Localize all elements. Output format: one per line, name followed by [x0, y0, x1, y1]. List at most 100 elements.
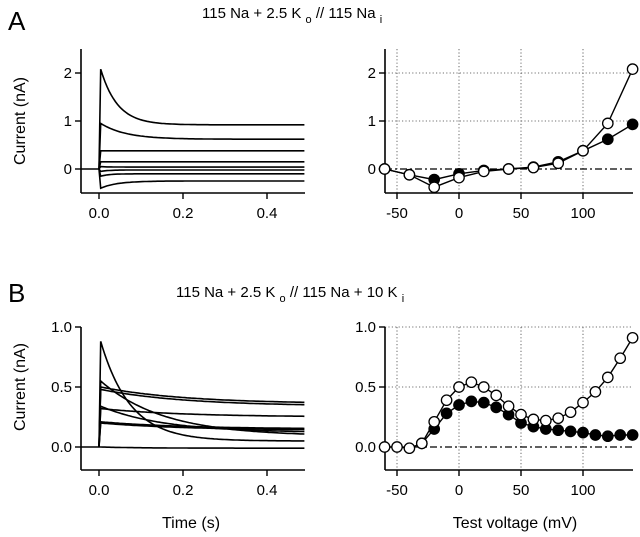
chart-a-left: 0 1 2 0.0 0.2 0.4 Current (nA)	[12, 49, 305, 222]
data-point-filled	[440, 407, 453, 420]
panel-b-title-sub-o: o	[280, 293, 286, 305]
data-point-open	[403, 442, 416, 455]
y-tick-label: 1	[368, 113, 376, 130]
data-point-open	[477, 381, 490, 393]
panel-a-title-sub-i: i	[380, 14, 382, 26]
current-trace	[98, 165, 305, 170]
current-trace	[98, 420, 305, 448]
panel-b-title: 115 Na + 2.5 K o // 115 Na + 10 K i	[176, 284, 404, 306]
x-axis-label: Time (s)	[162, 515, 220, 532]
data-point-filled	[589, 429, 602, 441]
data-point-open	[626, 63, 639, 76]
y-tick-label: 0	[368, 161, 376, 178]
data-point-open	[527, 161, 540, 174]
y-tick-label: 1.0	[51, 319, 72, 336]
x-tick-label: 0.2	[173, 482, 194, 499]
data-point-open	[589, 385, 602, 398]
y-tick-label: 2	[368, 65, 376, 82]
chart-b-right: 0.0 0.5 1.0 -50 0 50 100 Test voltage (mV)	[355, 319, 639, 532]
y-tick-label: 0.5	[355, 379, 376, 396]
y-tick-label: 0.5	[51, 379, 72, 396]
current-trace	[98, 388, 305, 448]
y-tick-label: 0	[64, 161, 72, 178]
current-trace	[98, 168, 305, 173]
y-tick-label: 2	[64, 65, 72, 82]
data-point-filled	[552, 424, 565, 437]
data-point-open	[626, 331, 639, 344]
current-trace	[98, 150, 305, 170]
data-point-open	[552, 412, 565, 425]
data-point-open	[465, 376, 478, 389]
current-trace	[98, 341, 305, 448]
x-tick-label: 0.0	[89, 205, 110, 222]
x-tick-label: 0.4	[257, 205, 278, 222]
panel-a-title-pre: 115 Na + 2.5 K	[202, 5, 301, 22]
current-trace	[98, 168, 305, 178]
data-point-open	[539, 414, 552, 427]
data-point-open	[453, 171, 465, 184]
y-tick-label: 0.0	[355, 439, 376, 456]
current-trace	[98, 386, 305, 448]
data-point-open	[403, 168, 416, 181]
panel-label-a: A	[8, 6, 26, 36]
x-tick-label: 50	[513, 205, 530, 222]
data-point-open	[490, 389, 503, 402]
panel-b-title-sub-i: i	[402, 293, 404, 305]
x-tick-label: 0	[455, 482, 463, 499]
x-tick-label: 100	[570, 205, 595, 222]
y-tick-label: 1	[64, 113, 72, 130]
panel-a-title-mid: // 115 Na	[316, 5, 376, 22]
x-tick-label: 0	[455, 205, 463, 222]
data-point-open	[391, 441, 403, 453]
data-point-open	[601, 371, 614, 384]
data-point-filled	[614, 429, 627, 441]
current-trace	[98, 161, 305, 170]
current-trace	[98, 121, 305, 170]
data-point-filled	[601, 430, 614, 443]
panel-a-title-sub-o: o	[306, 14, 312, 26]
data-point-open	[614, 352, 627, 365]
data-point-filled	[626, 118, 639, 131]
data-point-open	[564, 406, 577, 419]
panel-label-b: B	[8, 278, 25, 308]
chart-b-left: 0.0 0.5 1.0 0.0 0.2 0.4 Current (nA) Time (s)	[12, 319, 305, 532]
x-tick-label: 0.0	[89, 482, 110, 499]
current-trace	[98, 422, 305, 448]
data-point-filled	[477, 396, 490, 409]
current-trace	[98, 68, 305, 170]
data-point-filled	[626, 429, 639, 441]
x-tick-label: 100	[570, 482, 595, 499]
data-point-filled	[601, 133, 614, 146]
data-point-open	[378, 163, 391, 175]
data-point-open	[577, 144, 589, 157]
y-axis-label: Current (nA)	[12, 343, 29, 431]
data-point-open	[552, 157, 565, 170]
data-point-open	[453, 381, 465, 393]
panel-b-title-mid: // 115 Na + 10 K	[290, 284, 398, 301]
chart-a-right: 0 1 2 -50 0 50 100	[368, 49, 639, 222]
data-point-filled	[453, 399, 465, 411]
x-tick-label: 0.4	[257, 482, 278, 499]
panel-b-title-pre: 115 Na + 2.5 K	[176, 284, 275, 301]
current-trace	[98, 168, 305, 190]
data-point-open	[502, 163, 515, 175]
data-point-open	[502, 400, 515, 413]
series-line-filled	[421, 400, 633, 444]
current-trace	[98, 379, 305, 448]
data-point-filled	[564, 425, 577, 438]
data-point-open	[378, 441, 391, 453]
y-axis-label: Current (nA)	[12, 77, 29, 165]
data-point-open	[477, 165, 490, 178]
data-point-filled	[465, 395, 478, 408]
data-point-open	[415, 437, 428, 450]
x-axis-label: Test voltage (mV)	[453, 515, 577, 532]
current-trace	[99, 446, 305, 449]
data-point-open	[440, 394, 453, 407]
panel-a-title: 115 Na + 2.5 K o // 115 Na i	[202, 5, 382, 27]
data-point-open	[515, 408, 527, 421]
y-tick-label: 1.0	[355, 319, 376, 336]
data-point-open	[601, 117, 614, 130]
data-point-filled	[490, 401, 503, 414]
